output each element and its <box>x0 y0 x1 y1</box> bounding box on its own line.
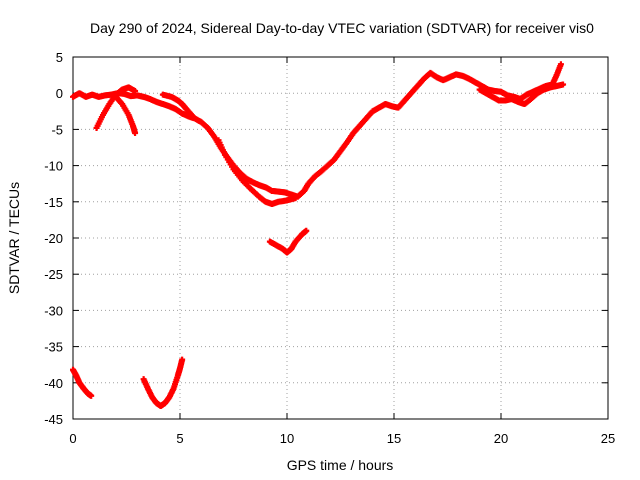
axis-ticks: 0 5 10 15 20 25 5 0 -5 -10 -15 -20 -25 -30 -35 -40 -45 <box>44 50 615 446</box>
data-marks <box>70 61 567 409</box>
data-point <box>557 61 564 68</box>
y-tick-label: -25 <box>44 267 63 282</box>
grid <box>73 57 608 419</box>
y-tick-label: -40 <box>44 376 63 391</box>
data-point <box>189 113 196 120</box>
x-tick-label: 25 <box>601 431 615 446</box>
series-track-d <box>159 91 196 120</box>
data-point <box>560 81 567 88</box>
data-point <box>88 392 95 399</box>
x-tick-label: 5 <box>176 431 183 446</box>
x-tick-label: 15 <box>387 431 401 446</box>
series-track-e <box>215 137 299 207</box>
data-point <box>179 356 186 363</box>
series-track-f <box>266 227 310 256</box>
y-tick-label: 5 <box>56 50 63 65</box>
y-axis-label: SDTVAR / TECUs <box>6 182 22 294</box>
series-track-i <box>476 81 567 108</box>
series-track-h <box>140 356 186 409</box>
y-tick-label: -5 <box>51 122 63 137</box>
series-track-a <box>70 61 564 200</box>
y-tick-label: -15 <box>44 195 63 210</box>
data-point <box>132 88 139 95</box>
series-track-g <box>70 366 95 399</box>
chart-title: Day 290 of 2024, Sidereal Day-to-day VTE… <box>90 20 594 36</box>
series-track-c <box>93 84 139 131</box>
data-point <box>132 130 139 137</box>
y-tick-label: -35 <box>44 340 63 355</box>
x-tick-label: 20 <box>494 431 508 446</box>
y-tick-label: -45 <box>44 412 63 427</box>
data-point <box>303 227 310 234</box>
y-tick-label: -10 <box>44 159 63 174</box>
data-point <box>292 195 299 202</box>
x-tick-label: 10 <box>280 431 294 446</box>
x-axis-label: GPS time / hours <box>287 457 394 473</box>
y-tick-label: 0 <box>56 86 63 101</box>
y-tick-label: -20 <box>44 231 63 246</box>
y-tick-label: -30 <box>44 303 63 318</box>
x-tick-label: 0 <box>69 431 76 446</box>
